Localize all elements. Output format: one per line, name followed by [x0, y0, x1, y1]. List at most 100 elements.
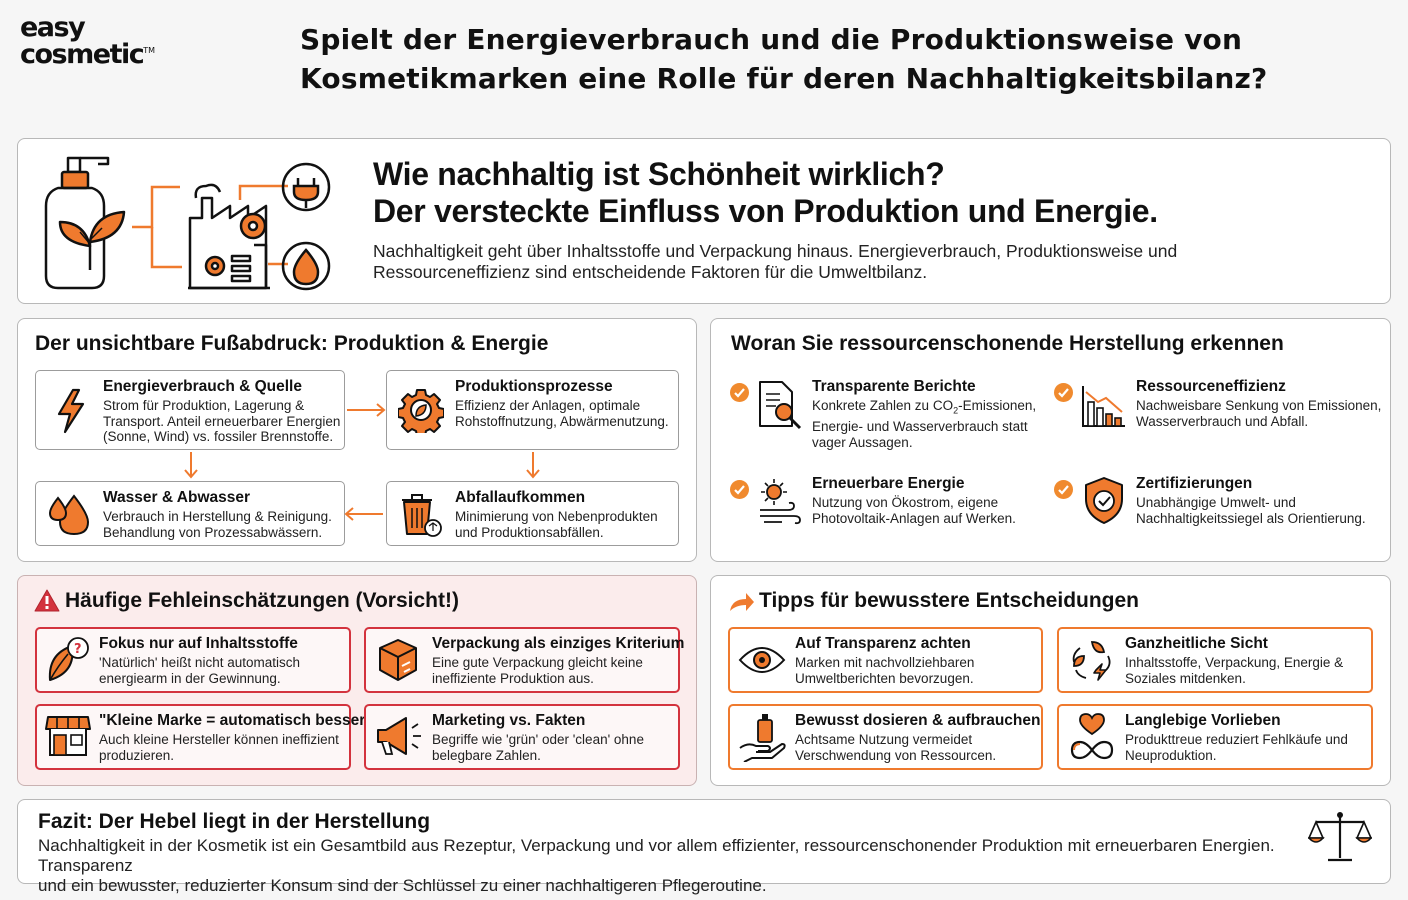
text-line: Umweltberichten bevorzugen. — [795, 670, 974, 686]
text-line: Auch kleine Hersteller können ineffizien… — [99, 732, 339, 747]
misconception-marketing-text: Begriffe wie 'grün' oder 'clean' ohne be… — [432, 732, 644, 763]
sun-wind-icon — [760, 479, 801, 525]
text-line: Nutzung von Ökostrom, eigene — [812, 495, 999, 510]
text-part: -Emissionen, — [958, 398, 1037, 413]
text-line: ineffiziente Produktion aus. — [432, 670, 594, 686]
text-line: Unabhängige Umwelt- und — [1136, 495, 1296, 510]
text-line: Achtsame Nutzung vermeidet — [795, 732, 973, 747]
footprint-card-waste-title: Abfallaufkommen — [455, 489, 586, 506]
recognize-title: Woran Sie ressourcenschonende Herstellun… — [731, 332, 1284, 355]
fazit-text: Nachhaltigkeit in der Kosmetik ist ein G… — [38, 836, 1288, 896]
misconception-ingredients-text: 'Natürlich' heißt nicht automatisch ener… — [99, 655, 300, 686]
text-line: Transport. Anteil erneuerbarer Energien — [103, 413, 341, 429]
document-search-icon — [759, 381, 802, 430]
misconception-card-ingredients — [35, 627, 351, 693]
misconception-card-small-brand — [35, 704, 351, 770]
footprint-card-water-title: Wasser & Abwasser — [103, 489, 251, 506]
text-line: Behandlung von Prozessabwässern. — [103, 524, 323, 540]
store-icon — [45, 716, 91, 756]
page-title: Spielt der Energieverbrauch und die Prod… — [300, 20, 1268, 98]
text-line: Nachhaltigkeitssiegel als Orientierung. — [1136, 510, 1366, 526]
text-line: Rohstoffnutzung, Abwärmenutzung. — [455, 413, 669, 429]
lightning-icon — [57, 388, 85, 434]
text-line: Verbrauch in Herstellung & Reinigung. — [103, 509, 332, 524]
text-sub: 2 — [953, 405, 959, 416]
recognize-panel — [710, 318, 1391, 562]
misconception-marketing-title: Marketing vs. Fakten — [432, 712, 586, 729]
check-icon — [730, 480, 749, 499]
logo-tm: TM — [143, 46, 156, 55]
recognize-reports-text: Konkrete Zahlen zu CO2-Emissionen, Energ… — [812, 398, 1036, 450]
footprint-card-water-text: Verbrauch in Herstellung & Reinigung. Be… — [103, 509, 332, 540]
trash-recycle-icon — [402, 494, 442, 537]
text-line: Nachweisbare Senkung von Emissionen, — [1136, 398, 1382, 413]
tip-loyalty-title: Langlebige Vorlieben — [1125, 712, 1281, 729]
footprint-card-waste-text: Minimierung von Nebenprodukten und Produ… — [455, 509, 658, 540]
warning-icon — [34, 589, 60, 612]
recognize-certs-text: Unabhängige Umwelt- und Nachhaltigkeitss… — [1136, 495, 1366, 526]
text-line: Neuproduktion. — [1125, 747, 1217, 763]
flow-arrows — [184, 403, 540, 521]
recognize-efficiency-title: Ressourceneffizienz — [1136, 378, 1286, 395]
recognize-renewable-title: Erneuerbare Energie — [812, 475, 965, 492]
text-line: Effizienz der Anlagen, optimale — [455, 398, 641, 413]
page-title-line-1: Spielt der Energieverbrauch und die Prod… — [300, 23, 1243, 56]
water-drops-icon — [48, 494, 90, 536]
text-line: 'Natürlich' heißt nicht automatisch — [99, 655, 300, 670]
tip-holistic-text: Inhaltsstoffe, Verpackung, Energie & Soz… — [1125, 655, 1343, 686]
misconception-card-marketing — [364, 704, 680, 770]
page-title-line-2: Kosmetikmarken eine Rolle für deren Nach… — [300, 62, 1268, 95]
fazit-title: Fazit: Der Hebel liegt in der Herstellun… — [38, 810, 431, 833]
scales-icon — [1308, 812, 1372, 862]
brand-logo: easy cosmeticTM — [20, 14, 156, 70]
text-line: Minimierung von Nebenprodukten — [455, 509, 658, 524]
arrow-icon — [730, 593, 754, 611]
check-icon — [730, 383, 749, 402]
footprint-card-water — [35, 481, 345, 546]
footprint-card-energy — [35, 370, 345, 450]
text-line: energiearm in der Gewinnung. — [99, 670, 281, 686]
text-line: Begriffe wie 'grün' oder 'clean' ohne — [432, 732, 644, 747]
hero-subtitle-line-1: Nachhaltigkeit geht über Inhaltsstoffe u… — [373, 241, 1178, 261]
text-line: und Produktionsabfällen. — [455, 524, 604, 540]
text-line: Konkrete Zahlen zu CO2-Emissionen, — [812, 398, 1036, 419]
tip-dosing-text: Achtsame Nutzung vermeidet Verschwendung… — [795, 732, 996, 763]
text-line: Strom für Produktion, Lagerung & — [103, 398, 305, 413]
text-part: Konkrete Zahlen zu CO — [812, 398, 954, 413]
tip-card-loyalty — [1057, 704, 1373, 770]
logo-line-2: cosmeticTM — [20, 39, 156, 70]
recognize-efficiency-text: Nachweisbare Senkung von Emissionen, Was… — [1136, 398, 1381, 429]
hero-title-line-1: Wie nachhaltig ist Schönheit wirklich? — [373, 156, 945, 192]
cycle-leaves-icon — [1072, 641, 1111, 681]
text-line: Nachhaltigkeit in der Kosmetik ist ein G… — [38, 836, 1275, 875]
text-line: Energie- und Wasserverbrauch statt — [812, 419, 1028, 435]
tip-card-dosing — [728, 704, 1043, 770]
misconception-packaging-text: Eine gute Verpackung gleicht keine ineff… — [432, 655, 643, 686]
text-line: Inhaltsstoffe, Verpackung, Energie & — [1125, 655, 1344, 670]
text-line: Wasserverbrauch und Abfall. — [1136, 413, 1309, 429]
text-line: Soziales mitdenken. — [1125, 670, 1246, 686]
hero-title-line-2: Der versteckte Einfluss von Produktion u… — [373, 193, 1158, 229]
text-line: vager Aussagen. — [812, 434, 913, 450]
text-line: belegbare Zahlen. — [432, 747, 541, 763]
leaf-question-icon: ? — [48, 637, 89, 681]
recognize-reports-title: Transparente Berichte — [812, 378, 976, 395]
text-line: Produkttreue reduziert Fehlkäufe und — [1125, 732, 1348, 747]
pump-bottle-leaf-icon — [44, 156, 331, 291]
recognize-renewable-text: Nutzung von Ökostrom, eigene Photovoltai… — [812, 495, 1016, 526]
text-line: Marken mit nachvollziehbaren — [795, 655, 975, 670]
shield-check-icon — [1085, 477, 1123, 524]
box-x-icon — [379, 639, 417, 681]
chart-down-icon — [1082, 386, 1125, 427]
tip-transparency-title: Auf Transparenz achten — [795, 635, 971, 652]
hero-subtitle-line-2: Ressourceneffizienz sind entscheidende F… — [373, 262, 928, 282]
recognize-certs-title: Zertifizierungen — [1136, 475, 1253, 492]
hero-subtitle: Nachhaltigkeit geht über Inhaltsstoffe u… — [373, 241, 1177, 283]
tip-dosing-title: Bewusst dosieren & aufbrauchen — [795, 712, 1041, 729]
eye-icon — [738, 647, 786, 673]
tip-holistic-title: Ganzheitliche Sicht — [1125, 635, 1268, 652]
text-line: Eine gute Verpackung gleicht keine — [432, 655, 643, 670]
footprint-card-energy-title: Energieverbrauch & Quelle — [103, 378, 302, 395]
footprint-card-process-text: Effizienz der Anlagen, optimale Rohstoff… — [455, 398, 669, 429]
misconception-small-brand-title: "Kleine Marke = automatisch besser" — [99, 712, 373, 729]
